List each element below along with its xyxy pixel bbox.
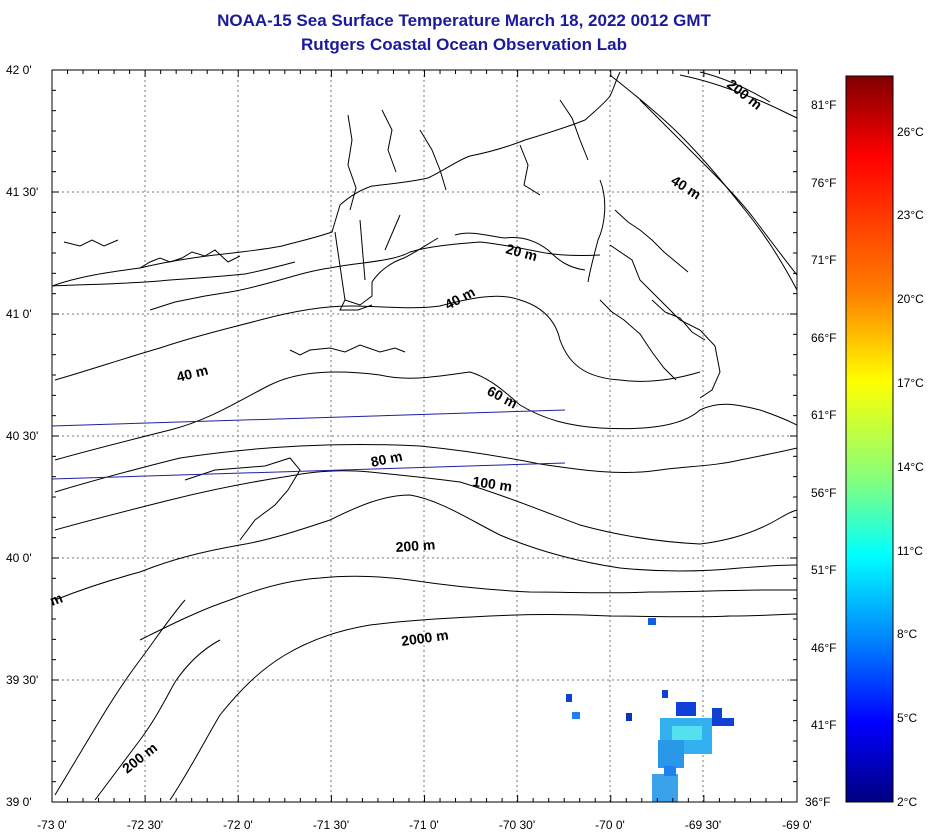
swath-lines (51, 409, 566, 480)
celsius-label: 26°C (897, 125, 924, 139)
lon-label: -71 30' (313, 818, 349, 832)
fahrenheit-label: 41°F (811, 718, 836, 732)
colorbar (845, 75, 894, 803)
lon-label: -72 0' (223, 818, 253, 832)
contour-200m-mid (54, 494, 797, 601)
map-title: NOAA-15 Sea Surface Temperature March 18… (217, 11, 711, 30)
fahrenheit-label: 51°F (811, 563, 836, 577)
bathymetry-contours (54, 71, 797, 801)
lat-label: 40 30' (6, 429, 38, 443)
contour-label: 200 m (119, 739, 160, 776)
lon-label: -70 30' (499, 818, 535, 832)
contour-ne-outer (699, 71, 771, 103)
contour-label: m (48, 590, 65, 609)
fahrenheit-label: 66°F (811, 331, 836, 345)
contour-label: 40 m (442, 284, 478, 313)
fahrenheit-label: 61°F (811, 408, 836, 422)
celsius-label: 23°C (897, 208, 924, 222)
contour-label: 200 m (395, 536, 436, 555)
contour-100m (54, 470, 797, 545)
contour-ne-inner (609, 74, 797, 291)
contour-label: 200 m (724, 76, 765, 113)
fahrenheit-label: 81°F (811, 98, 836, 112)
contour-label: 2000 m (400, 627, 449, 649)
contour-200m-ne (679, 74, 797, 119)
lat-label: 39 30' (6, 673, 38, 687)
lon-label: -73 0' (37, 818, 67, 832)
contour-40m-ne (639, 99, 797, 276)
fahrenheit-label: 76°F (811, 176, 836, 190)
contour-label: 100 m (472, 473, 514, 494)
celsius-label: 20°C (897, 292, 924, 306)
lat-label: 39 0' (6, 795, 32, 809)
contour-200m-sw (54, 599, 186, 796)
contour-200m-sw2 (94, 639, 221, 801)
contour-60m (54, 371, 797, 461)
contour-80m (54, 444, 797, 493)
coastline (52, 71, 721, 541)
sst-patches (566, 618, 734, 802)
contour-2000m (139, 575, 797, 641)
contour-40m-west (54, 295, 701, 382)
celsius-label: 2°C (897, 795, 917, 809)
lon-label: -69 0' (782, 818, 812, 832)
contour-outer (169, 613, 797, 801)
lon-label: -72 30' (127, 818, 163, 832)
lat-label: 41 30' (6, 185, 38, 199)
celsius-label: 14°C (897, 460, 924, 474)
lon-label: -71 0' (409, 818, 439, 832)
celsius-label: 5°C (897, 711, 917, 725)
contour-label: 80 m (369, 448, 404, 470)
fahrenheit-label: 71°F (811, 253, 836, 267)
lon-label: -69 30' (685, 818, 721, 832)
lat-label: 42 0' (6, 63, 32, 77)
lat-label: 41 0' (6, 307, 32, 321)
celsius-label: 8°C (897, 627, 917, 641)
contour-label: 40 m (668, 172, 704, 202)
fahrenheit-label: 56°F (811, 486, 836, 500)
contour-label: 60 m (485, 383, 521, 412)
graticule (52, 70, 797, 802)
contour-label: 20 m (504, 240, 539, 264)
lat-label: 40 0' (6, 551, 32, 565)
lon-label: -70 0' (595, 818, 625, 832)
axis-ticks (51, 69, 798, 803)
fahrenheit-label: 46°F (811, 641, 836, 655)
celsius-label: 17°C (897, 376, 924, 390)
fahrenheit-label: 36°F (805, 795, 830, 809)
contour-label: 40 m (175, 362, 210, 385)
celsius-label: 11°C (897, 544, 923, 558)
map-subtitle: Rutgers Coastal Ocean Observation Lab (301, 35, 627, 54)
contour-20m (229, 241, 601, 293)
